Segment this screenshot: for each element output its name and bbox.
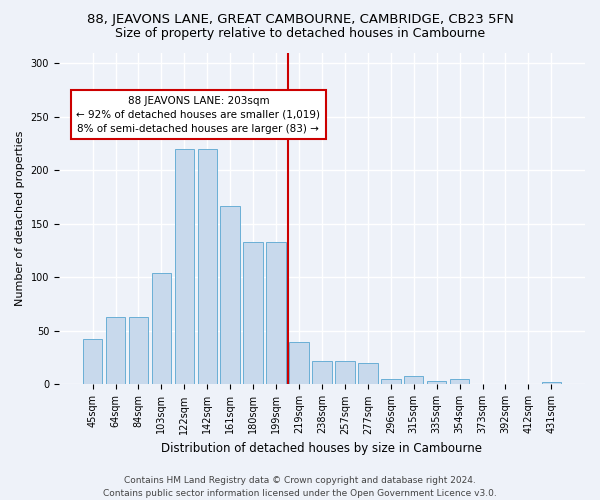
Bar	[404, 376, 424, 384]
Bar	[358, 363, 377, 384]
Bar	[244, 242, 263, 384]
Bar	[83, 340, 103, 384]
Bar	[381, 379, 401, 384]
Text: Size of property relative to detached houses in Cambourne: Size of property relative to detached ho…	[115, 28, 485, 40]
Bar	[289, 342, 309, 384]
Bar	[175, 149, 194, 384]
Bar	[542, 382, 561, 384]
Bar	[312, 361, 332, 384]
Bar	[335, 361, 355, 384]
Text: Contains HM Land Registry data © Crown copyright and database right 2024.
Contai: Contains HM Land Registry data © Crown c…	[103, 476, 497, 498]
Bar	[220, 206, 240, 384]
Bar	[106, 317, 125, 384]
Bar	[197, 149, 217, 384]
Bar	[152, 273, 171, 384]
X-axis label: Distribution of detached houses by size in Cambourne: Distribution of detached houses by size …	[161, 442, 482, 455]
Text: 88, JEAVONS LANE, GREAT CAMBOURNE, CAMBRIDGE, CB23 5FN: 88, JEAVONS LANE, GREAT CAMBOURNE, CAMBR…	[86, 12, 514, 26]
Text: 88 JEAVONS LANE: 203sqm
← 92% of detached houses are smaller (1,019)
8% of semi-: 88 JEAVONS LANE: 203sqm ← 92% of detache…	[76, 96, 320, 134]
Bar	[266, 242, 286, 384]
Bar	[450, 379, 469, 384]
Bar	[128, 317, 148, 384]
Y-axis label: Number of detached properties: Number of detached properties	[15, 131, 25, 306]
Bar	[427, 381, 446, 384]
